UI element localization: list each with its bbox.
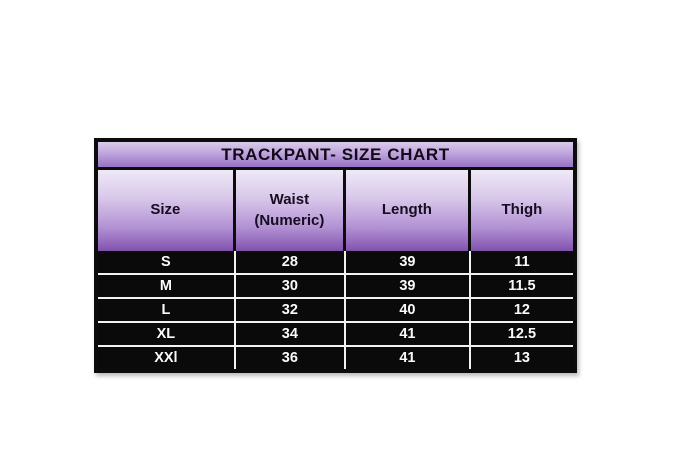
- cell-waist-numeric: 34: [235, 323, 346, 345]
- column-header-thigh: Thigh: [470, 170, 573, 251]
- cell-waist-numeric: 28: [235, 251, 346, 273]
- table-row-l: L 32 40 12: [98, 297, 573, 321]
- cell-length: 41: [345, 347, 471, 369]
- cell-value: 12.5: [507, 326, 537, 342]
- column-header-label: Size: [150, 201, 181, 219]
- cell-value: 11.5: [508, 278, 536, 294]
- cell-value: 34: [281, 326, 298, 342]
- cell-value: 36: [281, 350, 298, 366]
- cell-thigh: 11: [470, 251, 573, 273]
- cell-value: 41: [399, 326, 416, 342]
- size-chart-table: TRACKPANT- SIZE CHART Size Waist (Numeric…: [94, 138, 577, 373]
- cell-value: L: [161, 302, 171, 318]
- cell-value: 41: [399, 350, 416, 366]
- cell-value: 39: [399, 254, 416, 270]
- table-body: S 28 39 11 M 30 39 11.5 L 32 40 12 XL 34 41 12.5 XXl 36 41…: [98, 251, 573, 369]
- cell-value: 11: [514, 254, 530, 270]
- column-header-length: Length: [345, 170, 471, 251]
- column-header-label: Thigh: [501, 201, 543, 219]
- cell-size: S: [98, 251, 236, 273]
- cell-length: 40: [345, 299, 471, 321]
- cell-thigh: 12.5: [470, 323, 573, 345]
- cell-value: XL: [156, 326, 176, 342]
- cell-value: 39: [399, 278, 416, 294]
- cell-length: 41: [345, 323, 471, 345]
- table-row-m: M 30 39 11.5: [98, 273, 573, 297]
- cell-value: M: [159, 278, 172, 294]
- table-header-row: Size Waist (Numeric) Length Thigh: [98, 170, 573, 251]
- cell-length: 39: [345, 275, 471, 297]
- cell-value: 32: [281, 302, 298, 318]
- table-title-bar: TRACKPANT- SIZE CHART: [98, 142, 573, 170]
- cell-size: XL: [98, 323, 236, 345]
- cell-waist-numeric: 36: [235, 347, 346, 369]
- cell-waist-numeric: 30: [235, 275, 346, 297]
- cell-value: 12: [513, 302, 530, 318]
- cell-thigh: 11.5: [470, 275, 573, 297]
- cell-thigh: 12: [470, 299, 573, 321]
- cell-value: 40: [399, 302, 416, 318]
- table-row-xl: XL 34 41 12.5: [98, 321, 573, 345]
- table-row-xxl: XXl 36 41 13: [98, 345, 573, 369]
- table-title: TRACKPANT- SIZE CHART: [221, 144, 450, 164]
- cell-length: 39: [345, 251, 471, 273]
- cell-size: L: [98, 299, 236, 321]
- cell-thigh: 13: [470, 347, 573, 369]
- table-row-s: S 28 39 11: [98, 251, 573, 273]
- column-header-label: Waist (Numeric): [254, 191, 325, 229]
- cell-waist-numeric: 32: [235, 299, 346, 321]
- cell-size: M: [98, 275, 236, 297]
- cell-value: S: [161, 254, 171, 270]
- column-header-waist-numeric: Waist (Numeric): [235, 170, 346, 251]
- cell-size: XXl: [98, 347, 236, 369]
- cell-value: XXl: [154, 350, 178, 366]
- cell-value: 28: [281, 254, 298, 270]
- column-header-label: Length: [381, 201, 432, 219]
- column-header-size: Size: [98, 170, 236, 251]
- cell-value: 30: [281, 278, 298, 294]
- cell-value: 13: [513, 350, 530, 366]
